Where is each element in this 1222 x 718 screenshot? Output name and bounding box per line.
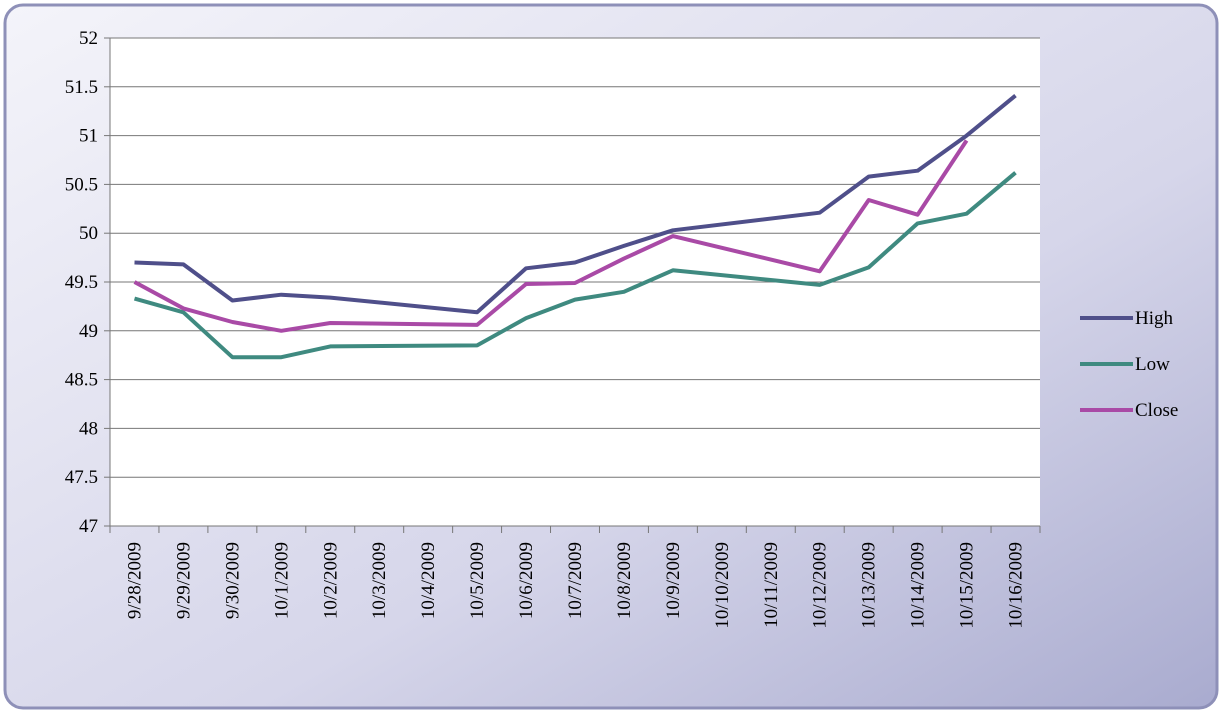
- x-tick-label: 9/28/2009: [124, 542, 145, 619]
- y-tick-label: 48.5: [65, 370, 98, 391]
- x-tick-label: 10/8/2009: [614, 542, 635, 619]
- x-tick-label: 10/4/2009: [418, 542, 439, 619]
- y-tick-label: 51.5: [65, 77, 98, 98]
- x-tick-label: 10/10/2009: [712, 542, 733, 629]
- legend-label: High: [1135, 308, 1174, 329]
- line-series: [134, 94, 1017, 315]
- y-tick-label: 49: [79, 321, 98, 342]
- legend-label: Low: [1135, 354, 1170, 375]
- y-tick-label: 48: [79, 418, 98, 439]
- x-tick-label: 10/15/2009: [957, 542, 978, 629]
- x-tick-label: 10/3/2009: [369, 542, 390, 619]
- x-tick-label: 10/11/2009: [761, 542, 782, 628]
- y-tick-label: 52: [79, 28, 98, 49]
- legend-label: Close: [1135, 400, 1178, 421]
- x-tick-label: 10/12/2009: [810, 542, 831, 629]
- x-tick-label: 10/1/2009: [271, 542, 292, 619]
- x-tick-label: 10/16/2009: [1006, 542, 1027, 629]
- y-tick-label: 51: [79, 126, 98, 147]
- x-tick-label: 9/30/2009: [222, 542, 243, 619]
- x-tick-label: 10/5/2009: [467, 542, 488, 619]
- y-tick-label: 50: [79, 223, 98, 244]
- line-series: [133, 139, 969, 333]
- x-tick-label: 10/9/2009: [663, 542, 684, 619]
- y-tick-label: 47: [79, 516, 98, 537]
- line-series: [133, 171, 1017, 360]
- x-tick-label: 10/7/2009: [565, 542, 586, 619]
- x-tick-label: 10/14/2009: [908, 542, 929, 629]
- y-tick-label: 49.5: [65, 272, 98, 293]
- y-tick-label: 47.5: [65, 467, 98, 488]
- x-tick-label: 10/2/2009: [320, 542, 341, 619]
- x-tick-label: 10/13/2009: [859, 542, 880, 629]
- x-tick-label: 10/6/2009: [516, 542, 537, 619]
- y-tick-label: 50.5: [65, 174, 98, 195]
- x-tick-label: 9/29/2009: [173, 542, 194, 619]
